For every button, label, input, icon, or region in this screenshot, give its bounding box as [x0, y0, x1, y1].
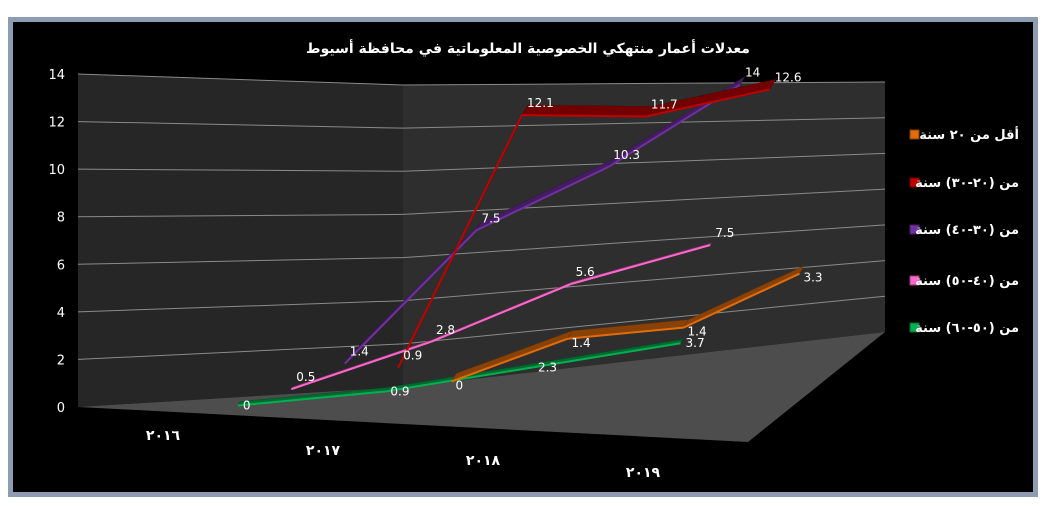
- gridline: [402, 295, 886, 345]
- data-label: 3.3: [803, 271, 822, 285]
- data-label: 10.3: [613, 148, 640, 162]
- legend-item: من (٢٠-٣٠) سنة: [909, 176, 1019, 191]
- data-label: 0: [456, 378, 464, 392]
- legend-swatch: [909, 275, 920, 286]
- data-label: 0: [243, 399, 251, 413]
- series-layer: [237, 76, 805, 407]
- y-axis-ticks: 0 2 4 6 8 10 12 14: [48, 68, 65, 416]
- x-axis-ticks: ٢٠١٦ ٢٠١٧ ٢٠١٨ ٢٠١٩: [146, 428, 661, 481]
- series-ribbon: [397, 79, 777, 369]
- series-line: [645, 88, 770, 118]
- legend: أقل من ٢٠ سنة من (٢٠-٣٠) سنة من (٣٠-٤٠) سن…: [909, 126, 1019, 336]
- legend-label: أقل من ٢٠ سنة: [919, 126, 1019, 143]
- gridline: [77, 73, 404, 86]
- series-line: [570, 244, 711, 286]
- legend-item: من (٣٠-٤٠) سنة: [909, 223, 1019, 238]
- gridline: [77, 168, 404, 172]
- y-tick-label: 6: [57, 258, 65, 273]
- data-label: 0.9: [390, 384, 409, 398]
- data-labels: 0 0.9 2.3 3.7 0.5 2.8 5.6 7.5 1.4 7.5 10.3 14 0.9 12.…: [243, 66, 823, 413]
- y-tick-label: 0: [57, 401, 65, 416]
- legend-item: من (٤٠-٥٠) سنة: [909, 274, 1019, 289]
- y-tick-label: 4: [57, 306, 65, 321]
- gridline: [402, 224, 886, 259]
- chart-frame: 0 2 4 6 8 10 12 14 ٢٠١٦ ٢٠١٧ ٢٠١٨ ٢٠١٩ 0 0.9 2.3 3.7 0…: [8, 17, 1038, 497]
- legend-label: من (٥٠-٦٠) سنة: [915, 321, 1019, 336]
- gridline: [77, 257, 404, 265]
- data-label: 7.5: [715, 226, 734, 240]
- legend-item: أقل من ٢٠ سنة: [909, 126, 1019, 143]
- data-label: 3.7: [686, 336, 705, 350]
- x-tick-label: ٢٠١٨: [466, 453, 501, 469]
- y-tick-label: 10: [48, 163, 65, 178]
- chart-walls: [78, 74, 885, 442]
- legend-swatch: [909, 322, 920, 333]
- data-label: 11.7: [651, 97, 678, 111]
- legend-swatch: [909, 177, 920, 188]
- legend-label: من (٢٠-٣٠) سنة: [915, 176, 1019, 191]
- y-tick-label: 8: [57, 211, 65, 226]
- series-line: [521, 114, 646, 118]
- data-label: 1.4: [350, 345, 369, 359]
- series-line: [451, 337, 568, 383]
- y-tick-label: 2: [57, 353, 65, 368]
- gridline: [402, 260, 886, 302]
- series-ribbon: [450, 265, 805, 383]
- gridline: [77, 213, 404, 218]
- data-label: 14: [745, 66, 760, 80]
- series-line: [476, 166, 609, 232]
- gridline: [77, 343, 404, 360]
- floor: [78, 332, 885, 442]
- legend-label: من (٣٠-٤٠) سنة: [915, 223, 1019, 238]
- legend-swatch: [909, 129, 920, 140]
- legend-swatch: [909, 224, 920, 235]
- data-label: 0.5: [296, 370, 315, 384]
- series-line: [237, 390, 386, 407]
- data-label: 2.8: [436, 323, 455, 337]
- gridline: [402, 117, 886, 129]
- legend-item: من (٥٠-٦٠) سنة: [909, 321, 1019, 336]
- data-label: 1.4: [688, 325, 707, 339]
- x-tick-label: ٢٠١٦: [146, 428, 181, 444]
- series-line: [532, 342, 681, 369]
- data-label: 5.6: [576, 265, 595, 279]
- gridline: [402, 81, 886, 86]
- gridline: [77, 300, 404, 313]
- y-tick-label: 12: [48, 116, 65, 131]
- gridline: [402, 152, 886, 172]
- gridlines: [77, 73, 886, 360]
- gridline: [77, 121, 404, 129]
- y-tick-label: 14: [48, 68, 65, 83]
- series-line: [567, 326, 684, 340]
- series-line: [430, 283, 571, 343]
- legend-label: من (٤٠-٥٠) سنة: [915, 274, 1019, 289]
- data-label: 7.5: [481, 211, 500, 225]
- gridline: [402, 188, 886, 215]
- data-label: 1.4: [572, 336, 591, 350]
- data-label: 2.3: [538, 360, 557, 374]
- chart-title: معدلات أعمار منتهكي الخصوصية المعلوماتية…: [306, 39, 750, 57]
- series-line: [397, 114, 523, 369]
- x-tick-label: ٢٠١٧: [306, 443, 341, 459]
- chart-panel: 0 2 4 6 8 10 12 14 ٢٠١٦ ٢٠١٧ ٢٠١٨ ٢٠١٩ 0 0.9 2.3 3.7 0…: [13, 22, 1033, 492]
- x-tick-label: ٢٠١٩: [626, 465, 661, 481]
- data-label: 12.6: [775, 70, 802, 84]
- data-label: 12.1: [527, 96, 554, 110]
- left-wall: [78, 74, 403, 407]
- series-line: [683, 272, 800, 329]
- data-label: 0.9: [403, 349, 422, 363]
